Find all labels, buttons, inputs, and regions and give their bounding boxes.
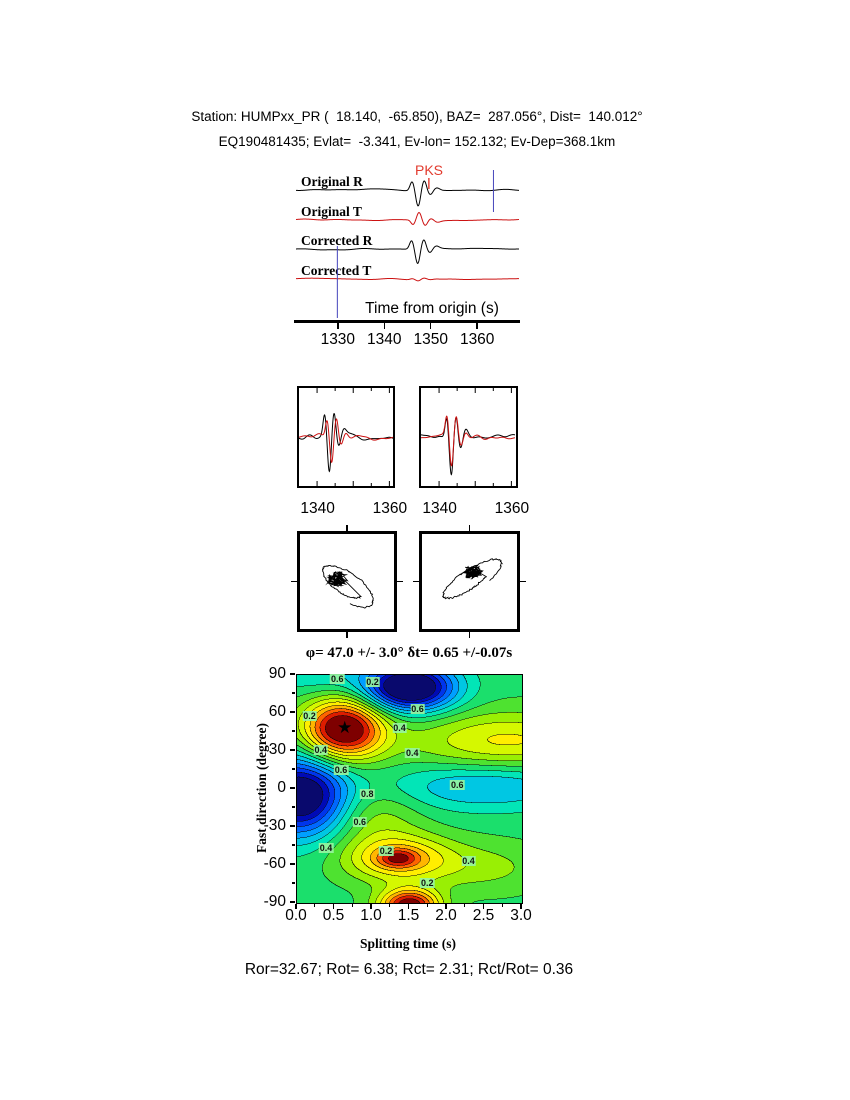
particle-motion-panel-corrected (419, 531, 520, 632)
time-axis-tick-label: 1360 (459, 331, 495, 348)
contour-x-tick (314, 903, 316, 907)
window-panel-corrected (419, 386, 518, 488)
contour-y-tick-label: -60 (263, 855, 286, 872)
pm-edge-tick (291, 580, 297, 583)
contour-x-tick-label: 2.0 (435, 907, 457, 924)
contour-x-tick (464, 903, 466, 907)
contour-value-label: 0.6 (352, 817, 368, 828)
particle-motion-panel-original (297, 531, 397, 632)
contour-y-tick (289, 825, 295, 827)
contour-y-tick-label: -90 (263, 893, 286, 910)
window-panel-original (297, 386, 395, 488)
quality-metrics-footer: Ror=32.67; Rot= 6.38; Rct= 2.31; Rct/Rot… (244, 961, 574, 978)
best-fit-star-icon: ★ (337, 718, 353, 738)
contour-y-tick-label: 0 (277, 779, 286, 796)
contour-value-label: 0.4 (313, 745, 329, 755)
window-x-tick-label: 1360 (494, 500, 530, 517)
contour-x-tick (445, 903, 447, 909)
contour-y-tick (289, 901, 295, 903)
time-axis-tick-label: 1330 (320, 331, 356, 348)
time-axis-tick (337, 323, 339, 329)
contour-x-tick-label: 3.0 (510, 907, 532, 924)
contour-x-tick (351, 903, 353, 907)
time-axis-tick (429, 323, 432, 329)
time-axis-tick-label: 1340 (367, 331, 402, 348)
contour-value-label: 0.6 (449, 780, 465, 791)
contour-y-tick (289, 711, 295, 713)
event-header: EQ190481435; Evlat= -3.341, Ev-lon= 152.… (218, 134, 616, 149)
contour-y-tick-label: 30 (268, 741, 286, 758)
contour-x-tick-label: 0.5 (322, 907, 345, 924)
contour-x-tick (407, 903, 410, 909)
window-x-tick-label: 1360 (372, 500, 408, 517)
error-surface-canvas (297, 675, 522, 903)
pm-edge-tick (397, 580, 403, 583)
contour-value-label: 0.6 (333, 765, 349, 776)
contour-y-tick (291, 882, 295, 884)
contour-value-label: 0.4 (404, 747, 420, 758)
contour-value-label: 0.4 (461, 856, 476, 867)
contour-value-label: 0.2 (378, 846, 394, 857)
window-x-tick-label: 1340 (422, 500, 457, 517)
contour-x-tick-label: 2.5 (472, 907, 495, 924)
contour-y-tick (291, 806, 295, 808)
contour-y-tick (291, 730, 295, 732)
contour-value-label: 0.8 (359, 789, 375, 800)
time-axis-tick (476, 323, 478, 329)
contour-value-label: 0.2 (365, 676, 380, 687)
contour-y-tick (289, 673, 295, 675)
contour-y-tick-label: -30 (263, 817, 286, 834)
window-waveform-canvas-original (299, 388, 393, 486)
pm-edge-tick (346, 632, 348, 638)
contour-value-label: 0.6 (329, 674, 345, 685)
pm-edge-tick (346, 525, 348, 531)
pm-edge-tick (468, 632, 471, 638)
contour-x-tick (295, 903, 297, 909)
contour-x-tick (482, 903, 485, 909)
waveform-traces-canvas (294, 158, 526, 326)
best-fit-title: φ= 47.0 +/- 3.0° δt= 0.65 +/-0.07s (305, 645, 513, 661)
contour-y-tick (289, 863, 295, 865)
contour-y-tick-label: 90 (268, 665, 286, 682)
error-surface-frame (296, 674, 523, 904)
contour-y-tick (289, 749, 295, 751)
contour-value-label: 0.4 (392, 723, 407, 734)
contour-x-tick-label: 0.0 (285, 907, 307, 924)
contour-y-tick (291, 692, 295, 694)
time-axis-title: Time from origin (s) (365, 300, 499, 317)
contour-y-tick (289, 787, 295, 789)
contour-x-tick-label: 1.5 (397, 907, 420, 924)
particle-motion-canvas-corrected (422, 534, 517, 629)
particle-motion-canvas-original (300, 534, 394, 629)
contour-value-label: 0.2 (302, 710, 317, 721)
contour-value-label: 0.6 (410, 704, 425, 715)
window-x-tick-label: 1340 (300, 500, 335, 517)
contour-y-tick (291, 768, 295, 770)
contour-y-tick-label: 60 (268, 703, 286, 720)
x-axis-title: Splitting time (s) (360, 936, 456, 951)
time-axis-line (294, 320, 520, 323)
contour-x-tick (332, 903, 335, 909)
pm-edge-tick (468, 525, 471, 531)
contour-x-tick (370, 903, 372, 909)
contour-x-tick (389, 903, 391, 907)
window-waveform-canvas-corrected (421, 388, 516, 486)
pm-edge-tick (520, 580, 526, 583)
contour-value-label: 0.2 (419, 878, 435, 888)
contour-x-tick (426, 903, 428, 907)
contour-x-tick (520, 903, 522, 909)
pm-edge-tick (413, 580, 419, 583)
station-header: Station: HUMPxx_PR ( 18.140, -65.850), B… (191, 109, 643, 124)
time-axis-tick-label: 1350 (413, 331, 448, 348)
contour-x-tick (501, 903, 503, 907)
time-axis-tick (383, 323, 386, 329)
contour-y-tick (291, 844, 295, 846)
contour-value-label: 0.4 (318, 842, 334, 853)
contour-x-tick-label: 1.0 (360, 907, 382, 924)
